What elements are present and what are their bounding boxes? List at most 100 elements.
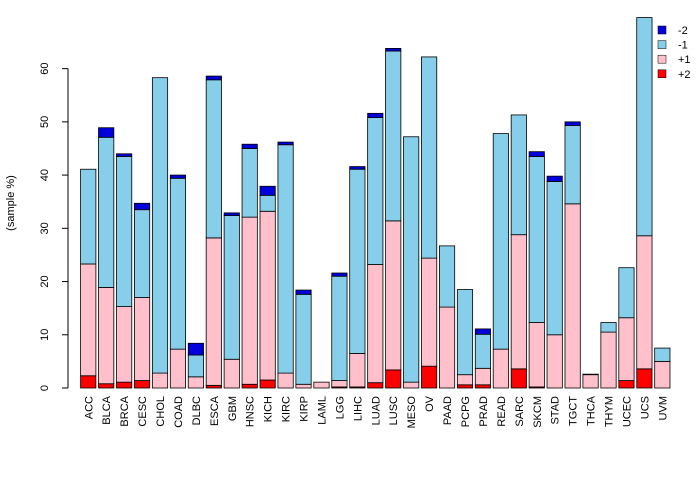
x-axis-labels: ACC BLCA BRCA CESC CHOL COAD DLBC ESCA GBM HNSC KI…	[83, 395, 669, 428]
bar-luad-minus1	[367, 117, 384, 265]
bar-lgg-minus2	[331, 272, 348, 277]
x-tick-label: LGG	[334, 396, 346, 419]
bar-ucec-plus1	[618, 317, 635, 381]
y-tick-label: 40	[39, 169, 51, 181]
bar-stad-minus1	[546, 181, 563, 336]
bar-ucec-minus1	[618, 267, 635, 319]
bar-thym-plus1	[600, 331, 617, 389]
bar-ov-plus2	[421, 365, 438, 389]
bar-lusc-plus1	[385, 220, 402, 371]
bar-hnsc-plus1	[241, 216, 258, 385]
bar-luad-plus2	[367, 382, 384, 389]
bar-hnsc-plus2	[241, 383, 258, 389]
bar-kirp-minus2	[295, 289, 312, 295]
x-tick-label: MESO	[406, 396, 418, 429]
x-tick-label: UVM	[657, 396, 669, 420]
y-tick-label: 30	[39, 222, 51, 234]
x-tick-label: SARC	[514, 396, 526, 427]
x-tick-label: HNSC	[245, 396, 257, 427]
bar-dlbc-plus1	[187, 376, 204, 389]
bar-kirc-plus1	[277, 372, 294, 389]
bar-kich-plus2	[259, 379, 276, 389]
bar-cesc-minus1	[134, 209, 151, 298]
bar-skcm-plus1	[528, 322, 545, 388]
bar-lusc-minus1	[385, 50, 402, 222]
bar-tgct-plus1	[564, 203, 581, 389]
x-tick-label: CESC	[137, 396, 149, 427]
bar-brca-plus1	[116, 306, 133, 383]
bar-lihc-minus2	[349, 166, 366, 170]
x-tick-label: OV	[424, 395, 436, 412]
bar-sarc-plus1	[510, 234, 527, 370]
bar-thym-minus1	[600, 322, 617, 333]
bar-acc-plus1	[80, 263, 97, 377]
bar-brca-minus2	[116, 153, 133, 157]
bar-sarc-plus2	[510, 368, 527, 389]
bar-blca-plus2	[98, 383, 115, 389]
bar-stad-plus1	[546, 334, 563, 389]
bar-lusc-plus2	[385, 369, 402, 389]
x-tick-label: KIRC	[281, 396, 293, 422]
bar-ov-minus1	[421, 56, 438, 259]
x-tick-label: CHOL	[155, 396, 167, 427]
legend-label: +1	[678, 54, 691, 66]
x-tick-label: PAAD	[442, 396, 454, 425]
bar-meso-minus1	[403, 136, 420, 383]
bar-coad-plus1	[169, 348, 187, 389]
y-tick-label: 0	[39, 385, 51, 391]
bar-prad-minus1	[474, 333, 491, 369]
bar-chol-minus1	[151, 77, 169, 374]
bar-gbm-plus1	[223, 358, 240, 389]
bar-kich-plus1	[259, 210, 276, 381]
bar-lgg-plus1	[331, 380, 348, 388]
y-axis-label: (sample %)	[5, 175, 17, 231]
legend-swatch	[657, 54, 667, 64]
bar-dlbc-minus2	[187, 342, 204, 356]
bar-brca-minus1	[116, 156, 133, 307]
bar-uvm-minus1	[654, 347, 671, 362]
bar-coad-minus1	[169, 177, 187, 350]
x-tick-label: LUAD	[370, 396, 382, 425]
bar-blca-minus2	[98, 127, 115, 138]
legend-label: -2	[678, 25, 688, 37]
bar-chol-plus1	[151, 372, 169, 389]
bar-dlbc-minus1	[187, 354, 204, 378]
bar-kirc-minus1	[277, 144, 294, 374]
bar-meso-plus1	[403, 381, 420, 389]
bar-luad-plus1	[367, 264, 384, 384]
bar-ucs-minus1	[636, 17, 653, 237]
y-tick-label: 20	[39, 275, 51, 287]
bar-lusc-minus2	[385, 48, 402, 52]
bar-kich-minus2	[259, 185, 276, 196]
y-axis: 0 10 20 30 40 50 60	[39, 63, 69, 391]
bar-tgct-minus1	[564, 125, 581, 205]
x-tick-label: UCS	[639, 396, 651, 419]
x-tick-label: PRAD	[478, 396, 490, 427]
bar-read-minus1	[492, 133, 509, 350]
bar-lihc-plus1	[349, 353, 366, 388]
x-tick-label: ACC	[83, 396, 95, 419]
bar-gbm-minus1	[223, 215, 240, 360]
x-tick-label: THCA	[586, 395, 598, 426]
y-tick-label: 50	[39, 116, 51, 128]
bar-coad-minus2	[169, 174, 187, 179]
bar-blca-plus1	[98, 286, 115, 385]
bar-lgg-minus1	[331, 275, 348, 381]
legend-swatch	[657, 40, 667, 49]
bar-lihc-minus1	[349, 168, 366, 354]
x-tick-label: DLBC	[191, 396, 203, 425]
bar-esca-minus2	[205, 75, 222, 81]
bar-pcpg-plus2	[456, 384, 474, 389]
bar-hnsc-minus1	[241, 148, 258, 218]
bar-hnsc-minus2	[241, 143, 258, 149]
x-tick-label: READ	[496, 396, 508, 427]
bar-ucs-plus1	[636, 235, 653, 370]
bar-esca-plus1	[205, 237, 222, 386]
bar-paad-minus1	[438, 245, 456, 308]
bar-sarc-minus1	[510, 114, 527, 236]
x-tick-label: SKCM	[532, 396, 544, 428]
bar-prad-minus2	[474, 328, 491, 335]
x-tick-label: BLCA	[101, 395, 113, 424]
x-tick-label: UCEC	[621, 396, 633, 427]
bar-cesc-plus1	[134, 297, 151, 381]
